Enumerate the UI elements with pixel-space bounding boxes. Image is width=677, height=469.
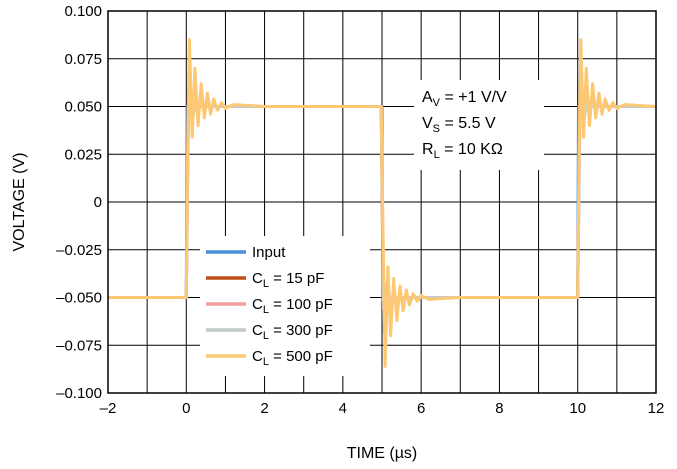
legend-label: CL = 100 pF [252, 296, 333, 316]
legend-label: Input [252, 244, 286, 261]
legend-label: CL = 500 pF [252, 348, 333, 368]
y-tick-label: 0.025 [64, 146, 102, 163]
series-line [108, 38, 657, 368]
legend-label: CL = 15 pF [252, 270, 324, 290]
y-tick-label: –0.100 [56, 385, 102, 402]
series-layer [108, 38, 657, 368]
y-tick-label: 0.100 [64, 3, 102, 20]
x-tick-label: 0 [182, 400, 190, 417]
x-tick-label: –2 [100, 400, 117, 417]
y-tick-label: 0.075 [64, 51, 102, 68]
annotation-line: VS = 5.5 V [422, 115, 496, 135]
x-tick-label: 6 [417, 400, 425, 417]
legend: Input CL = 15 pF CL = 100 pF CL = 300 pF CL … [200, 236, 370, 376]
annotation-line: RL = 10 KΩ [422, 141, 503, 161]
y-tick-label: –0.050 [56, 290, 102, 307]
y-tick-label: –0.025 [56, 242, 102, 259]
x-tick-label: 4 [339, 400, 347, 417]
annotation-line: AV = +1 V/V [422, 89, 507, 109]
conditions-annotation: AV = +1 V/V VS = 5.5 V RL = 10 KΩ [414, 80, 544, 170]
y-tick-label: 0.050 [64, 99, 102, 116]
x-tick-label: 8 [495, 400, 503, 417]
tick-labels: –2 0 2 4 6 8 10 12 0.100 0.075 0.050 0.025 0 –0.025 –0… [56, 3, 664, 417]
y-axis-title: VOLTAGE (V) [11, 153, 28, 252]
annotation-box [414, 80, 544, 170]
legend-label: CL = 300 pF [252, 322, 333, 342]
x-tick-label: 2 [260, 400, 268, 417]
x-tick-label: 12 [648, 400, 665, 417]
x-tick-label: 10 [569, 400, 586, 417]
y-tick-label: 0 [94, 194, 102, 211]
plot-frame [107, 10, 657, 394]
y-tick-label: –0.075 [56, 337, 102, 354]
x-axis-title: TIME (µs) [347, 445, 418, 462]
legend-box [200, 236, 370, 376]
